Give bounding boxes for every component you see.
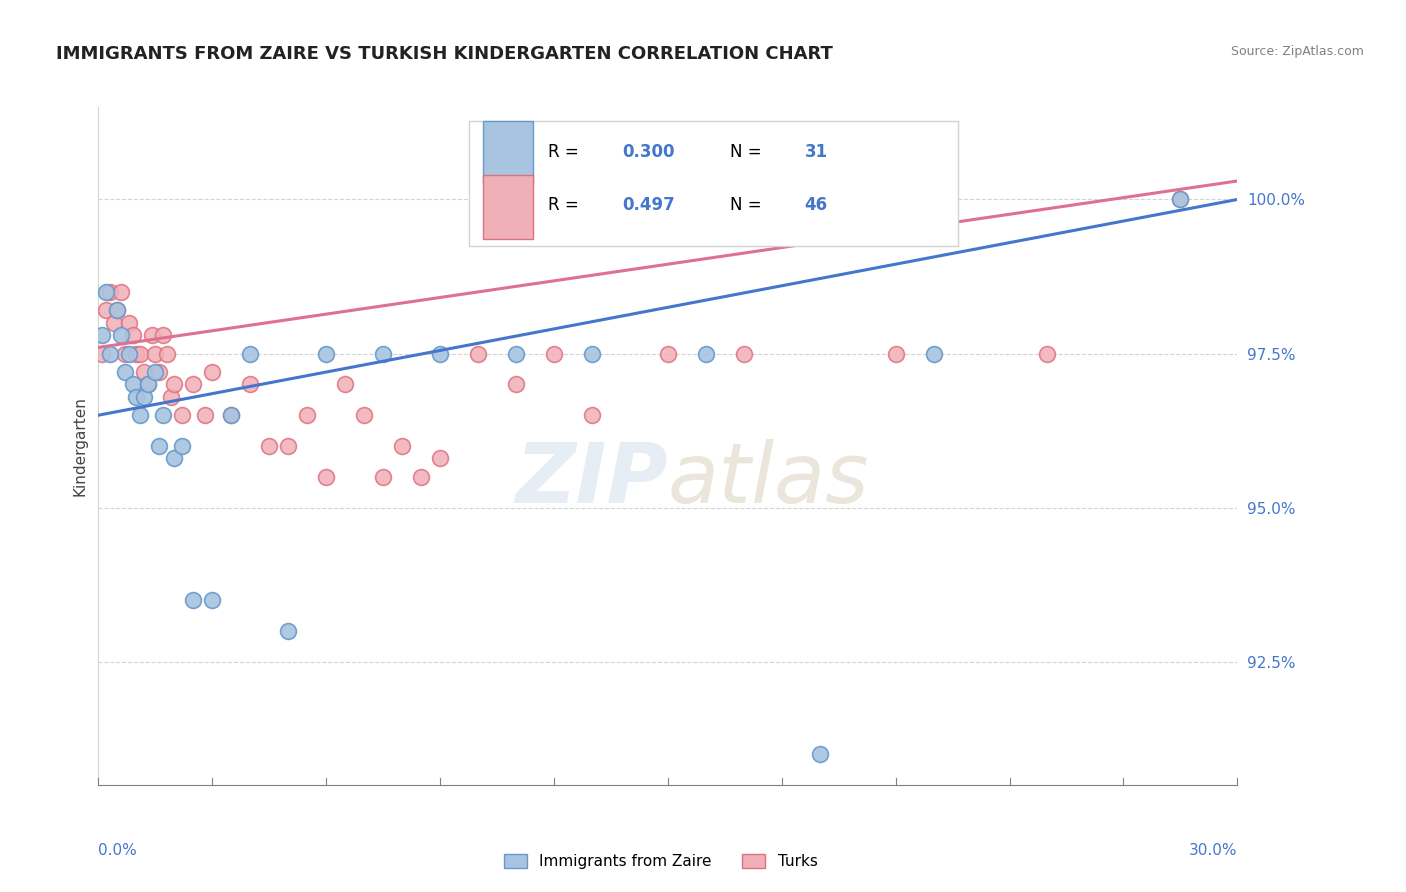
Point bbox=[297, 408, 319, 422]
Point bbox=[505, 377, 527, 392]
Point bbox=[163, 451, 186, 466]
Point bbox=[371, 346, 394, 360]
Point bbox=[884, 346, 907, 360]
Text: N =: N = bbox=[731, 143, 768, 161]
Point bbox=[91, 328, 114, 343]
Point bbox=[581, 346, 603, 360]
Point bbox=[118, 316, 141, 330]
Point bbox=[91, 346, 114, 360]
Point bbox=[695, 346, 717, 360]
Point bbox=[98, 285, 121, 299]
Point bbox=[129, 408, 152, 422]
Point bbox=[121, 377, 143, 392]
Point bbox=[221, 408, 243, 422]
Y-axis label: Kindergarten: Kindergarten bbox=[72, 396, 87, 496]
Text: 0.0%: 0.0% bbox=[98, 843, 138, 858]
Point bbox=[114, 365, 136, 379]
Point bbox=[107, 303, 129, 318]
Point bbox=[132, 365, 155, 379]
Point bbox=[183, 377, 205, 392]
Point bbox=[315, 470, 337, 484]
Point bbox=[194, 408, 217, 422]
Point bbox=[733, 346, 755, 360]
Point bbox=[429, 346, 451, 360]
Point bbox=[315, 346, 337, 360]
Point bbox=[145, 346, 167, 360]
Text: 31: 31 bbox=[804, 143, 828, 161]
FancyBboxPatch shape bbox=[484, 175, 533, 238]
Point bbox=[125, 390, 148, 404]
Point bbox=[163, 377, 186, 392]
Point bbox=[145, 365, 167, 379]
Point bbox=[543, 346, 565, 360]
Point bbox=[277, 624, 299, 638]
Point bbox=[1170, 193, 1192, 207]
Point bbox=[657, 346, 679, 360]
Point bbox=[132, 390, 155, 404]
Point bbox=[156, 346, 179, 360]
Text: ZIP: ZIP bbox=[515, 440, 668, 520]
Point bbox=[922, 346, 945, 360]
Point bbox=[467, 346, 489, 360]
Point bbox=[121, 328, 143, 343]
Point bbox=[129, 346, 152, 360]
Text: atlas: atlas bbox=[668, 440, 869, 520]
Point bbox=[136, 377, 159, 392]
Point bbox=[808, 747, 831, 761]
Text: 0.497: 0.497 bbox=[623, 196, 675, 214]
Point bbox=[136, 377, 159, 392]
Point bbox=[221, 408, 243, 422]
Point bbox=[353, 408, 375, 422]
Point bbox=[581, 408, 603, 422]
Legend: Immigrants from Zaire, Turks: Immigrants from Zaire, Turks bbox=[498, 848, 824, 875]
Point bbox=[110, 285, 132, 299]
Text: 0.300: 0.300 bbox=[623, 143, 675, 161]
Point bbox=[411, 470, 433, 484]
Point bbox=[170, 408, 193, 422]
Point bbox=[141, 328, 163, 343]
Point bbox=[94, 285, 117, 299]
Text: Source: ZipAtlas.com: Source: ZipAtlas.com bbox=[1230, 45, 1364, 58]
Point bbox=[125, 346, 148, 360]
Point bbox=[277, 439, 299, 453]
Point bbox=[107, 303, 129, 318]
Text: IMMIGRANTS FROM ZAIRE VS TURKISH KINDERGARTEN CORRELATION CHART: IMMIGRANTS FROM ZAIRE VS TURKISH KINDERG… bbox=[56, 45, 834, 62]
Point bbox=[159, 390, 181, 404]
Point bbox=[118, 346, 141, 360]
Point bbox=[259, 439, 281, 453]
Text: 30.0%: 30.0% bbox=[1189, 843, 1237, 858]
Point bbox=[201, 593, 224, 607]
Point bbox=[114, 346, 136, 360]
Point bbox=[148, 365, 170, 379]
Point bbox=[110, 328, 132, 343]
Point bbox=[239, 346, 262, 360]
Point bbox=[335, 377, 357, 392]
Point bbox=[152, 408, 174, 422]
Point bbox=[152, 328, 174, 343]
FancyBboxPatch shape bbox=[484, 121, 533, 186]
Point bbox=[103, 316, 125, 330]
Point bbox=[505, 346, 527, 360]
Point bbox=[94, 303, 117, 318]
Text: R =: R = bbox=[548, 143, 585, 161]
Point bbox=[98, 346, 121, 360]
Point bbox=[391, 439, 413, 453]
Point bbox=[239, 377, 262, 392]
Point bbox=[183, 593, 205, 607]
Text: 46: 46 bbox=[804, 196, 828, 214]
Point bbox=[429, 451, 451, 466]
Point bbox=[201, 365, 224, 379]
Point bbox=[170, 439, 193, 453]
Text: R =: R = bbox=[548, 196, 585, 214]
Text: N =: N = bbox=[731, 196, 768, 214]
Point bbox=[1036, 346, 1059, 360]
Point bbox=[1170, 193, 1192, 207]
Point bbox=[808, 193, 831, 207]
Point bbox=[148, 439, 170, 453]
FancyBboxPatch shape bbox=[468, 120, 959, 246]
Point bbox=[371, 470, 394, 484]
